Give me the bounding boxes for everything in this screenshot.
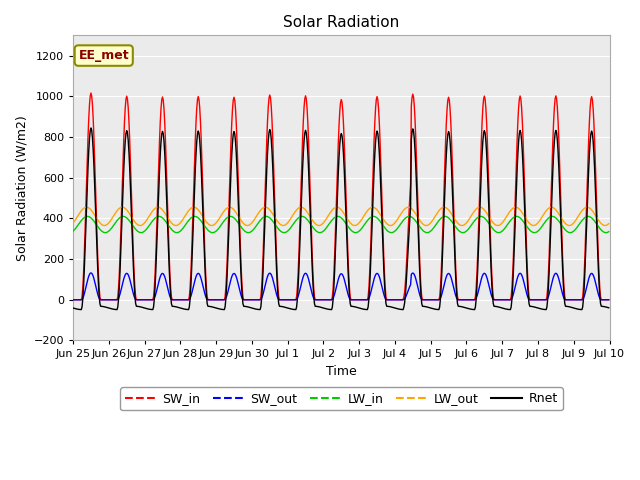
Y-axis label: Solar Radiation (W/m2): Solar Radiation (W/m2)	[15, 115, 28, 261]
X-axis label: Time: Time	[326, 365, 356, 378]
Text: EE_met: EE_met	[79, 49, 129, 62]
Title: Solar Radiation: Solar Radiation	[283, 15, 399, 30]
Legend: SW_in, SW_out, LW_in, LW_out, Rnet: SW_in, SW_out, LW_in, LW_out, Rnet	[120, 387, 563, 410]
